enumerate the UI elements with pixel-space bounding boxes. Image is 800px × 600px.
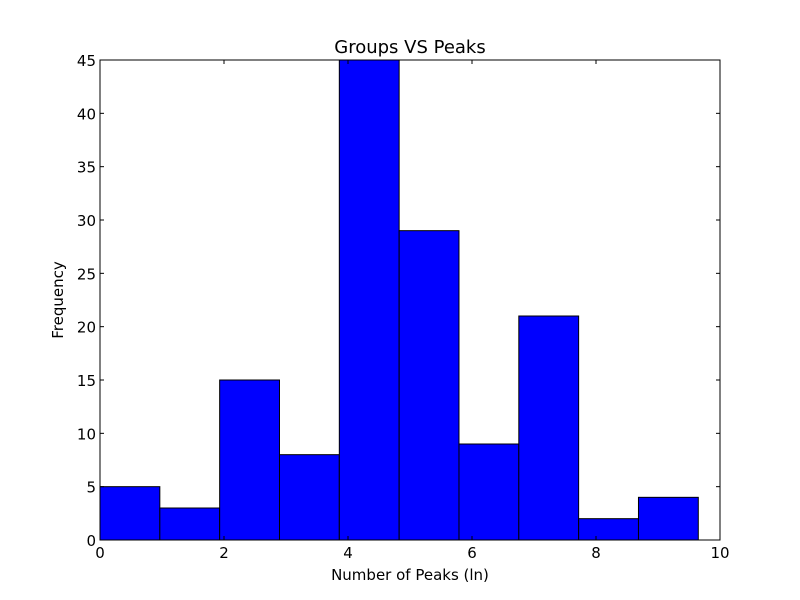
ticks-group [99,59,721,541]
y-tick-label: 0 [86,532,96,550]
x-tick-label: 10 [710,544,729,562]
tick-labels-group: 0 2 4 6 8 10 0 5 10 15 20 25 30 35 40 45 [77,52,730,562]
histogram-bar [458,443,520,541]
x-tick-label: 4 [343,544,353,562]
y-axis-label: Frequency [49,261,67,339]
chart-title: Groups VS Peaks [334,37,485,58]
y-tick-label: 5 [86,479,96,497]
y-tick-label: 20 [77,319,96,337]
y-tick-label: 15 [77,372,96,390]
x-axis-label: Number of Peaks (ln) [331,566,489,584]
x-tick-label: 8 [591,544,601,562]
y-tick-label: 10 [77,425,96,443]
y-tick-label: 25 [77,265,96,283]
x-tick-label: 2 [219,544,229,562]
histogram-bar [637,496,699,541]
y-tick-label: 40 [77,105,96,123]
histogram-bar [278,454,340,541]
histogram-bar [219,379,280,541]
y-tick-label: 30 [77,212,96,230]
histogram-bar [159,507,221,541]
bars-group [99,59,699,541]
plot-frame [99,59,721,541]
y-tick-label: 45 [77,52,96,70]
x-tick-label: 0 [95,544,105,562]
histogram-bar [338,59,400,541]
histogram-bar [578,518,639,541]
y-tick-label: 35 [77,159,96,177]
x-tick-label: 6 [467,544,477,562]
histogram-bar [518,315,580,541]
histogram-bar [99,486,161,541]
histogram-bar [398,230,460,541]
